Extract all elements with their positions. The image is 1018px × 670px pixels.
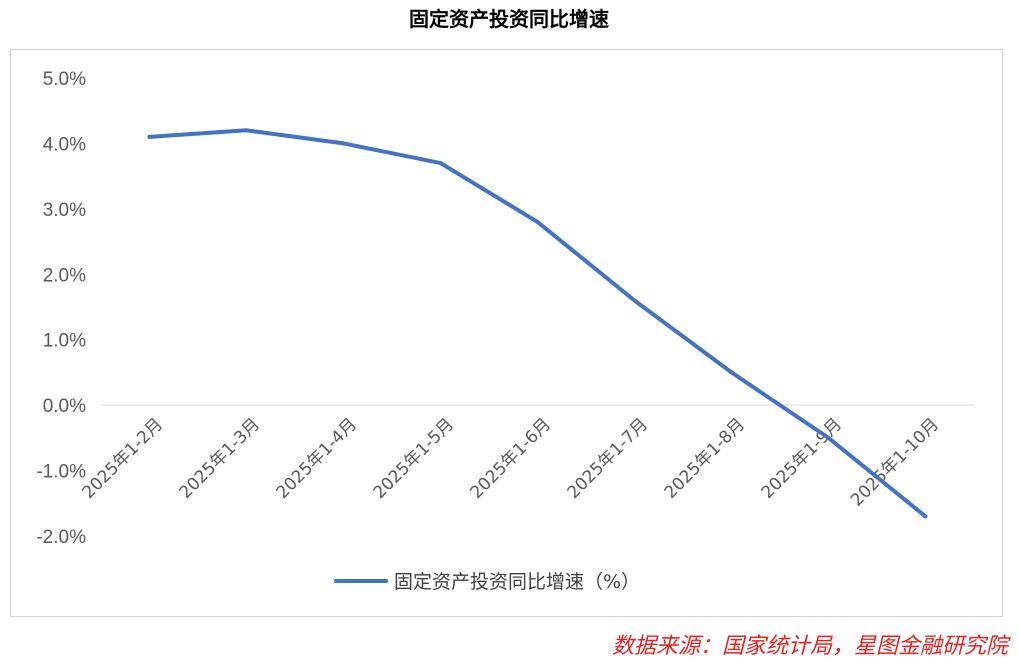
data-point [923,514,928,519]
y-tick-label: 0.0% [43,396,86,417]
chart-title: 固定资产投资同比增速 [409,7,609,31]
x-tick-label: 2025年1-5月 [370,415,458,503]
source-note: 数据来源：国家统计局，星图金融研究院 [611,634,1008,659]
line-chart: 5.0% 4.0% 3.0% 2.0% 1.0% 0.0% -1.0% -2.0% 2025年… [36,69,974,593]
x-tick-label: 2025年1-6月 [467,415,555,503]
chart-frame [10,49,1003,617]
x-tick-label: 2025年1-3月 [176,415,264,503]
data-point [826,435,831,440]
y-tick-label: -2.0% [36,527,86,548]
y-tick-label: 3.0% [43,200,86,221]
x-tick-label: 2025年1-2月 [79,415,167,503]
y-tick-label: 4.0% [43,134,86,155]
y-tick-label: -1.0% [36,462,86,483]
data-point [244,128,249,133]
data-point [632,298,637,303]
data-point [341,141,346,146]
x-tick-label: 2025年1-8月 [661,415,749,503]
data-point [535,219,540,224]
y-axis-labels: 5.0% 4.0% 3.0% 2.0% 1.0% 0.0% -1.0% -2.0% [36,69,86,548]
data-point [147,134,152,139]
x-tick-label: 2025年1-4月 [273,415,361,503]
legend: 固定资产投资同比增速（%） [334,571,640,593]
y-tick-label: 1.0% [43,331,86,352]
data-point [438,161,443,166]
legend-label: 固定资产投资同比增速（%） [394,571,640,593]
y-tick-label: 2.0% [43,265,86,286]
data-point [729,370,734,375]
series-layer [147,128,928,519]
x-tick-label: 2025年1-9月 [758,415,846,503]
y-tick-label: 5.0% [43,69,86,90]
x-tick-label: 2025年1-7月 [564,415,652,503]
